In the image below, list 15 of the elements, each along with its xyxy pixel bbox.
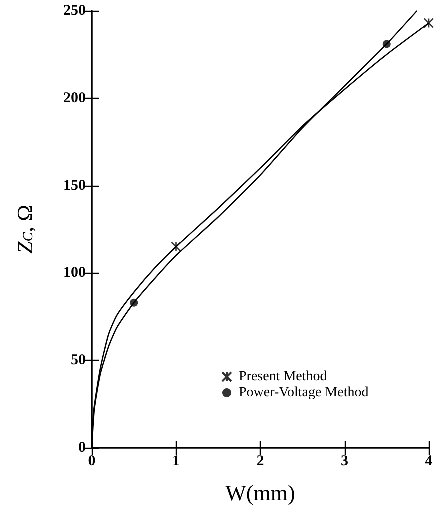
legend-label: Present Method bbox=[239, 370, 328, 384]
y-tick-label: 200 bbox=[64, 90, 86, 106]
legend-label: Power-Voltage Method bbox=[239, 386, 369, 400]
y-tick-label: 0 bbox=[78, 440, 86, 456]
x-tick-label: 1 bbox=[172, 454, 180, 470]
y-tick-label: 250 bbox=[64, 3, 86, 19]
y-tick-label: 50 bbox=[71, 352, 86, 369]
y-tick-label: 150 bbox=[64, 178, 86, 194]
x-tick-label: 3 bbox=[341, 454, 348, 470]
y-axis-title: ZC, Ω bbox=[12, 205, 38, 254]
x-tick-label: 0 bbox=[88, 454, 96, 470]
x-axis-title: W(mm) bbox=[226, 480, 296, 506]
y-tick-label: 100 bbox=[64, 265, 86, 282]
x-tick-label: 2 bbox=[256, 454, 264, 470]
x-tick-label: 4 bbox=[425, 454, 434, 470]
